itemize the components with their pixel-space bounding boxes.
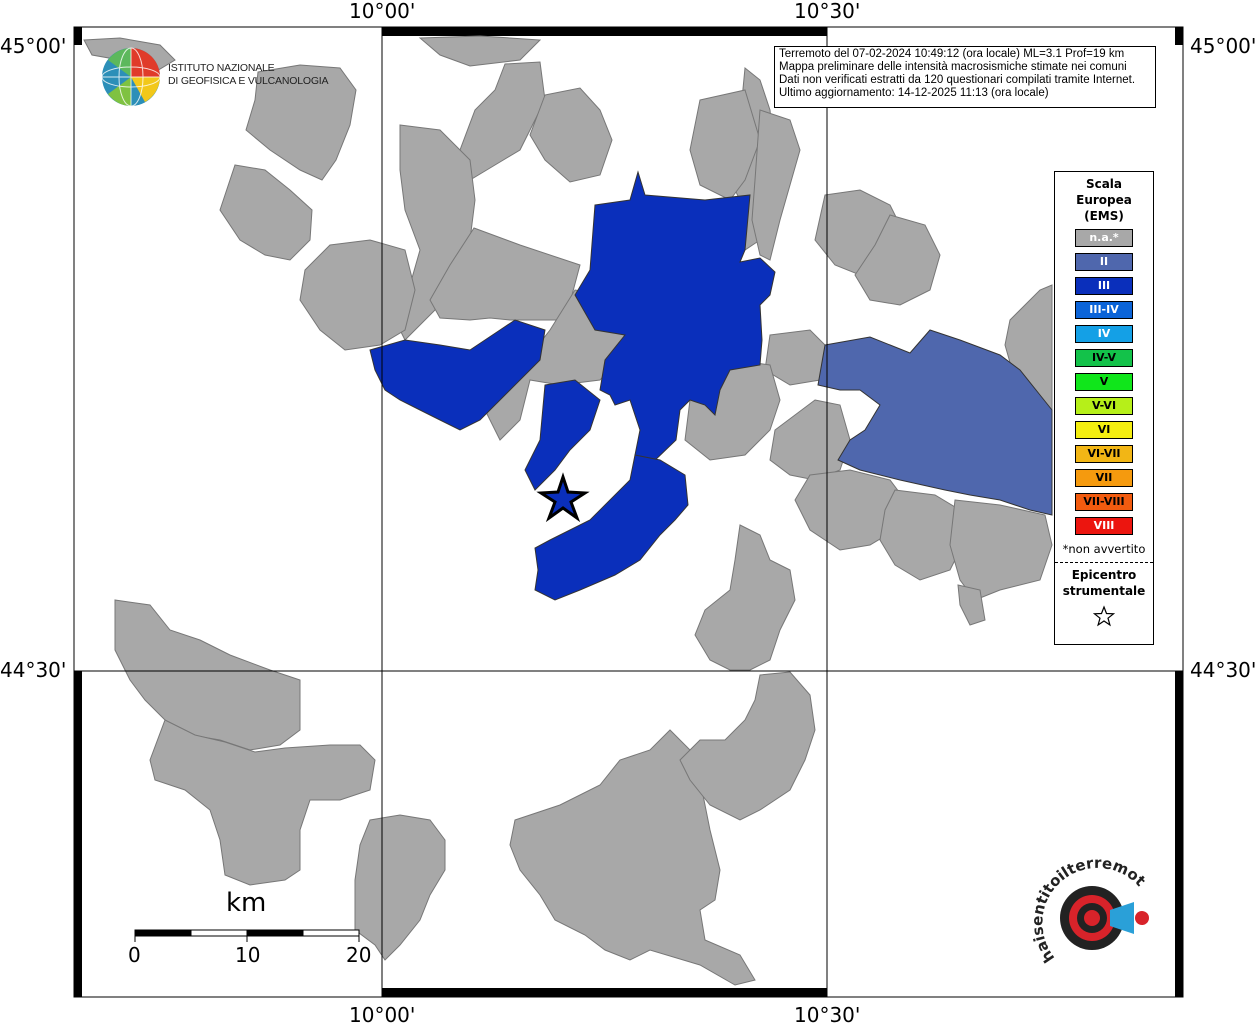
area-na xyxy=(751,109,801,261)
legend-item: n.a.* xyxy=(1075,229,1133,247)
area-na xyxy=(299,239,416,351)
area-na xyxy=(529,87,613,183)
area-na xyxy=(459,61,546,181)
area-na xyxy=(957,584,986,626)
area-na xyxy=(854,214,941,306)
haisentito-logo: haisentitoilterremoto.it xyxy=(1025,834,1160,978)
area-na xyxy=(689,89,761,201)
area-ii xyxy=(817,329,1053,516)
coord-bottom-1: 10°00' xyxy=(349,1003,416,1027)
legend-item: VII xyxy=(1075,469,1133,487)
area-na xyxy=(418,35,542,67)
area-na xyxy=(429,227,581,321)
area-na xyxy=(679,671,816,821)
legend-item: V-VI xyxy=(1075,397,1133,415)
scale-tick-0: 0 xyxy=(128,943,141,967)
legend-title-line2: Europea xyxy=(1076,193,1132,207)
area-iii xyxy=(369,319,546,431)
legend-item: III xyxy=(1075,277,1133,295)
coord-bottom-2: 10°30' xyxy=(794,1003,861,1027)
event-info-line3: Dati non verificati estratti da 120 ques… xyxy=(779,74,1136,86)
legend-epicenter-line2: strumentale xyxy=(1062,584,1146,598)
scale-bar xyxy=(134,929,360,942)
coord-top-2: 10°30' xyxy=(794,0,861,23)
legend-epicenter-label: Epicentro strumentale xyxy=(1055,567,1153,599)
legend-item: II xyxy=(1075,253,1133,271)
scale-tick-20: 20 xyxy=(346,943,372,967)
ingv-name-line1: ISTITUTO NAZIONALE xyxy=(168,62,275,74)
ingv-globe-icon xyxy=(101,47,161,107)
area-na xyxy=(149,719,376,886)
area-na xyxy=(509,729,756,986)
area-iii xyxy=(534,454,689,601)
area-na xyxy=(354,814,446,961)
legend-note: *non avvertito xyxy=(1062,542,1146,556)
legend-title: Scala Europea (EMS) xyxy=(1055,176,1153,224)
legend-item: VII-VIII xyxy=(1075,493,1133,511)
ingv-name-line2: DI GEOFISICA E VULCANOLOGIA xyxy=(168,75,329,87)
legend-epicenter-line1: Epicentro xyxy=(1071,568,1137,582)
coord-left-2: 44°30' xyxy=(0,658,67,682)
legend-item: VI-VII xyxy=(1075,445,1133,463)
legend-item: IV xyxy=(1075,325,1133,343)
legend-title-line1: Scala xyxy=(1085,177,1123,191)
area-iii xyxy=(524,379,601,491)
legend-star-icon xyxy=(1055,605,1153,631)
area-na xyxy=(219,164,313,261)
area-na xyxy=(879,489,966,581)
event-info-line2: Mappa preliminare delle intensità macros… xyxy=(779,61,1127,73)
scale-unit-label: km xyxy=(226,888,267,918)
legend-item: VIII xyxy=(1075,517,1133,535)
area-na xyxy=(949,499,1053,601)
coord-top-1: 10°00' xyxy=(349,0,416,23)
event-info-line4: Ultimo aggiornamento: 14-12-2025 11:13 (… xyxy=(779,87,1049,99)
area-na xyxy=(114,599,301,751)
epicenter-star-icon xyxy=(536,472,590,523)
coord-left-1: 45°00' xyxy=(0,34,67,58)
scale-tick-10: 10 xyxy=(235,943,261,967)
area-na xyxy=(245,64,357,181)
legend-item: IV-V xyxy=(1075,349,1133,367)
ingv-logo: ISTITUTO NAZIONALE DI GEOFISICA E VULCAN… xyxy=(100,46,329,110)
legend-separator xyxy=(1055,562,1153,563)
ems-legend: Scala Europea (EMS) n.a.* II III III-IV IV IV… xyxy=(1054,171,1154,645)
area-na xyxy=(394,124,476,341)
haisentito-emblem-icon: haisentitoilterremoto.it xyxy=(1025,834,1149,966)
event-info-box: Terremoto del 07-02-2024 10:49:12 (ora l… xyxy=(774,46,1156,108)
area-na xyxy=(694,524,796,671)
coord-right-1: 45°00' xyxy=(1190,34,1256,58)
legend-title-line3: (EMS) xyxy=(1084,209,1124,223)
event-info-line1: Terremoto del 07-02-2024 10:49:12 (ora l… xyxy=(779,48,1125,60)
legend-item: VI xyxy=(1075,421,1133,439)
area-iii xyxy=(574,170,776,466)
legend-item: V xyxy=(1075,373,1133,391)
coord-right-2: 44°30' xyxy=(1190,658,1256,682)
legend-items: n.a.* II III III-IV IV IV-V V V-VI VI VI-VII VII VI… xyxy=(1055,229,1153,535)
legend-item: III-IV xyxy=(1075,301,1133,319)
